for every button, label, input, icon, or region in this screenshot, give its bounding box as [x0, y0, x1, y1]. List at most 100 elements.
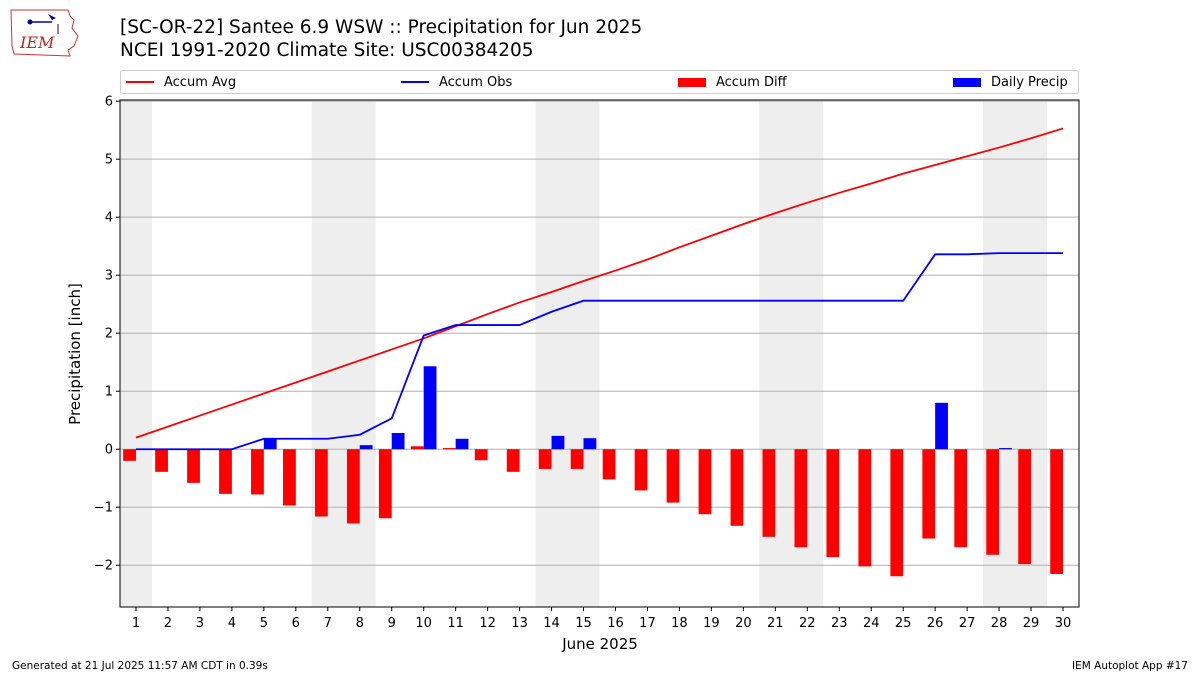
accum-diff-bar [570, 449, 584, 469]
accum-avg-line [135, 127, 1064, 439]
footer-generated: Generated at 21 Jul 2025 11:57 AM CDT in… [12, 660, 268, 672]
legend-label-accum-avg: Accum Avg [164, 74, 237, 90]
accum-diff-bar [1018, 449, 1032, 565]
accum-diff-bar [506, 449, 520, 472]
legend-item-daily-precip: Daily Precip [953, 71, 1068, 93]
x-tick-label: 22 [799, 616, 816, 631]
chart-subtitle: NCEI 1991-2020 Climate Site: USC00384205 [120, 40, 534, 61]
accum-diff-bar [794, 449, 808, 548]
accum-diff-bar [634, 449, 648, 491]
accum-diff-bar [474, 449, 488, 461]
accum-diff-bar [283, 449, 296, 506]
x-tick-label: 17 [639, 616, 656, 631]
daily-precip-bar [935, 402, 948, 450]
x-tick-label: 20 [735, 616, 752, 631]
legend-label-daily-precip: Daily Precip [991, 74, 1068, 90]
weekend-shading [120, 100, 1048, 607]
legend-swatch-accum-obs [401, 81, 429, 83]
legend: Accum Avg Accum Obs Accum Diff Daily Pre… [120, 70, 1079, 94]
x-tick-label: 2 [164, 616, 172, 631]
accum-diff-bar [251, 449, 264, 495]
accum-diff-bar [538, 449, 552, 469]
x-tick-label: 15 [575, 616, 592, 631]
y-tick-label: 4 [105, 211, 113, 226]
x-tick-label: 27 [959, 616, 976, 631]
chart-title: [SC-OR-22] Santee 6.9 WSW :: Precipitati… [120, 17, 643, 38]
daily-precip-bar [455, 438, 469, 450]
accum-diff-bar [123, 449, 136, 461]
x-tick-label: 30 [1055, 616, 1072, 631]
x-tick-label: 21 [767, 616, 784, 631]
x-tick-label: 25 [895, 616, 912, 631]
accum-diff-bar [922, 449, 936, 539]
legend-swatch-accum-diff [678, 77, 706, 87]
daily-precip-bar [999, 448, 1012, 450]
footer-app: IEM Autoplot App #17 [1072, 660, 1188, 672]
x-tick-label: 1 [132, 616, 140, 631]
iem-logo: IEM [8, 6, 80, 60]
x-tick-label: 12 [479, 616, 496, 631]
accum-diff-bar [890, 449, 904, 577]
accum-diff-bar [666, 449, 680, 503]
y-axis-label: Precipitation [inch] [66, 283, 84, 425]
daily-precip-bar [391, 432, 405, 450]
weekend-shade-band [120, 100, 152, 607]
plot-frame [119, 99, 1080, 608]
x-tick-label: 11 [447, 616, 464, 631]
accum-diff-bar [1050, 449, 1064, 574]
x-tick-label: 19 [703, 616, 720, 631]
accum-diff-bar [762, 449, 776, 537]
legend-label-accum-diff: Accum Diff [716, 74, 787, 90]
y-tick-label: −2 [94, 559, 113, 574]
lines [135, 127, 1064, 451]
accum-diff-bar [826, 449, 840, 558]
accum-diff-bar [602, 449, 616, 480]
y-tick-label: 6 [105, 95, 113, 110]
accum-obs-line [135, 252, 1064, 451]
bars [123, 366, 1064, 577]
y-tick-label: 3 [105, 269, 113, 284]
accum-diff-bar [858, 449, 872, 567]
legend-swatch-daily-precip [953, 77, 981, 87]
x-tick-label: 24 [863, 616, 880, 631]
weekend-shade-band [311, 100, 376, 607]
accum-diff-bar [378, 449, 392, 519]
x-tick-label: 18 [671, 616, 688, 631]
x-axis-label: June 2025 [561, 635, 638, 653]
accum-diff-bar [346, 449, 360, 524]
x-tick-label: 4 [228, 616, 236, 631]
x-tick-label: 14 [543, 616, 560, 631]
legend-item-accum-obs: Accum Obs [401, 71, 512, 93]
legend-item-accum-diff: Accum Diff [678, 71, 787, 93]
accum-diff-bar [187, 449, 200, 483]
x-tick-label: 13 [511, 616, 528, 631]
daily-precip-bar [423, 366, 437, 450]
x-tick-label: 16 [607, 616, 624, 631]
x-tick-label: 29 [1023, 616, 1040, 631]
logo-text: IEM [19, 33, 55, 52]
x-tick-label: 26 [927, 616, 944, 631]
grid-lines [120, 100, 1079, 566]
x-tick-label: 6 [292, 616, 300, 631]
x-tick-label: 9 [388, 616, 396, 631]
legend-swatch-accum-avg [126, 81, 154, 83]
y-tick-label: 1 [105, 385, 113, 400]
legend-label-accum-obs: Accum Obs [439, 74, 513, 90]
accum-diff-bar [698, 449, 712, 515]
y-tick-label: 0 [105, 443, 113, 458]
accum-diff-bar [442, 448, 456, 450]
x-tick-label: 8 [356, 616, 364, 631]
x-tick-label: 7 [324, 616, 332, 631]
accum-diff-bar [730, 449, 744, 526]
accum-diff-bar [314, 449, 328, 517]
y-tick-label: −1 [94, 501, 113, 516]
x-tick-label: 23 [831, 616, 848, 631]
iem-iowa-logo-icon: IEM [10, 9, 79, 57]
accum-diff-bar [219, 449, 232, 494]
accum-diff-bar [410, 446, 424, 450]
y-tick-label: 2 [105, 327, 113, 342]
y-tick-label: 5 [105, 153, 113, 168]
daily-precip-bar [263, 438, 277, 450]
